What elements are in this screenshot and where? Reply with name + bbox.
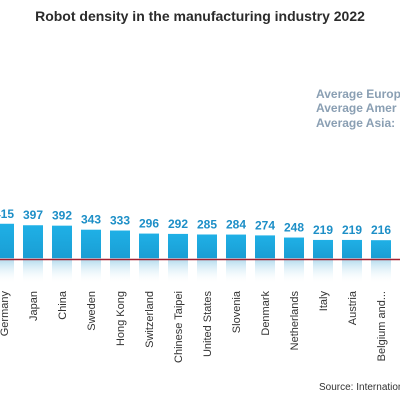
category-label-8: Slovenia <box>231 290 243 333</box>
value-label-7: 285 <box>197 217 217 231</box>
bar-reflection-6 <box>168 258 188 284</box>
value-label-13: 216 <box>371 223 391 237</box>
category-label-10: Netherlands <box>289 291 301 351</box>
value-label-12: 219 <box>342 223 362 237</box>
bar-4 <box>110 230 130 258</box>
value-label-11: 219 <box>313 223 333 237</box>
legend-average-asia: Average Asia: <box>316 116 396 130</box>
value-label-8: 284 <box>226 218 246 232</box>
bar-3 <box>81 229 101 258</box>
category-label-4: Hong Kong <box>115 291 127 346</box>
bar-8 <box>226 234 246 258</box>
value-label-10: 248 <box>284 221 304 235</box>
bar-1 <box>23 225 43 258</box>
bar-0 <box>0 223 14 258</box>
source-note: Source: Internation <box>319 382 400 393</box>
bar-2 <box>52 225 72 258</box>
category-label-3: Sweden <box>86 291 98 331</box>
bar-reflection-5 <box>139 258 159 284</box>
bar-reflection-12 <box>342 258 362 284</box>
value-label-3: 343 <box>81 213 101 227</box>
bar-reflection-3 <box>81 258 101 284</box>
value-label-6: 292 <box>168 217 188 231</box>
bar-12 <box>342 239 362 258</box>
value-label-4: 333 <box>110 214 130 228</box>
value-label-1: 397 <box>23 208 43 222</box>
bar-10 <box>284 237 304 258</box>
bar-reflection-10 <box>284 258 304 284</box>
bar-7 <box>197 234 217 258</box>
bar-13 <box>371 240 391 258</box>
bar-6 <box>168 233 188 258</box>
bar-reflection-13 <box>371 258 391 284</box>
category-label-7: United States <box>202 291 214 358</box>
legend-average-america: Average Amer <box>316 101 397 115</box>
bar-9 <box>255 235 275 258</box>
value-label-0: 415 <box>0 207 14 221</box>
category-label-12: Austria <box>347 290 359 325</box>
bar-5 <box>139 233 159 258</box>
category-label-0: Germany <box>0 291 11 337</box>
category-label-1: Japan <box>28 291 40 321</box>
category-label-2: China <box>57 290 69 320</box>
category-label-5: Switzerland <box>144 291 156 348</box>
bar-reflection-9 <box>255 258 275 284</box>
bar-reflection-2 <box>52 258 72 284</box>
bar-reflection-8 <box>226 258 246 284</box>
legend-average-europe: Average Europ <box>316 87 400 101</box>
bar-reflection-0 <box>0 258 14 284</box>
category-label-13: Belgium and... <box>376 291 388 361</box>
value-label-9: 274 <box>255 218 275 232</box>
bar-reflection-11 <box>313 258 333 284</box>
bar-reflection-4 <box>110 258 130 284</box>
value-label-2: 392 <box>52 209 72 223</box>
bar-reflection-7 <box>197 258 217 284</box>
bar-11 <box>313 239 333 258</box>
chart-title: Robot density in the manufacturing indus… <box>35 8 365 24</box>
bar-reflection-1 <box>23 258 43 284</box>
category-label-9: Denmark <box>260 291 272 336</box>
category-label-6: Chinese Taipei <box>173 291 185 363</box>
category-label-11: Italy <box>318 291 330 312</box>
value-label-5: 296 <box>139 217 159 231</box>
